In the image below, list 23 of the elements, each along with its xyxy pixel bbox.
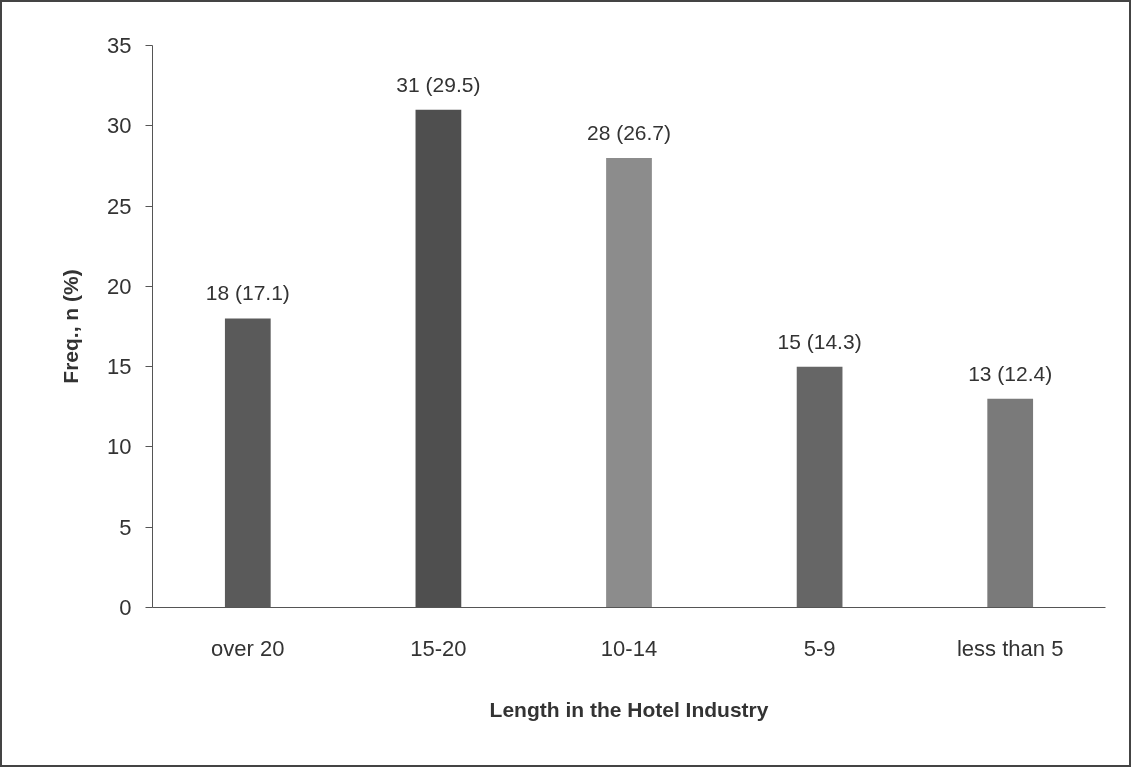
data-label: 13 (12.4) [968, 361, 1053, 385]
y-tick-label: 0 [119, 595, 132, 620]
x-tick-label: 15-20 [410, 635, 467, 661]
y-tick-label: 25 [107, 193, 132, 219]
bar [606, 157, 652, 608]
bar [987, 398, 1034, 608]
data-label: 18 (17.1) [205, 281, 290, 305]
y-tick-label: 35 [107, 33, 132, 58]
y-tick-label: 10 [107, 434, 132, 460]
y-axis-title: Freq., n (%) [59, 269, 83, 384]
bar [796, 366, 843, 608]
y-tick-label: 15 [107, 354, 132, 380]
x-tick-label: 5-9 [803, 635, 836, 661]
y-tick-label: 5 [119, 514, 132, 540]
y-tick-label: 20 [107, 273, 132, 299]
x-tick-label: less than 5 [957, 635, 1064, 661]
x-tick-label: over 20 [211, 635, 285, 661]
data-label: 15 (14.3) [777, 329, 862, 353]
x-axis-title: Length in the Hotel Industry [489, 697, 769, 721]
x-tick-label: 10-14 [600, 635, 658, 661]
data-label: 28 (26.7) [586, 120, 672, 144]
y-tick-label: 30 [107, 113, 132, 139]
data-label: 31 (29.5) [396, 72, 481, 96]
